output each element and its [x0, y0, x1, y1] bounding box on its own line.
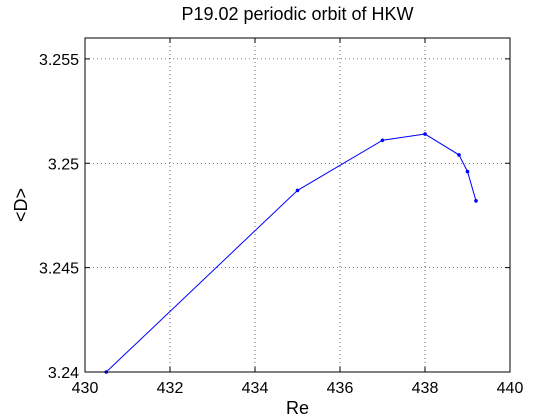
x-tick-label: 440: [497, 380, 524, 397]
grid: [85, 38, 510, 372]
x-tick-label: 436: [327, 380, 354, 397]
x-tick-label: 432: [157, 380, 184, 397]
y-axis-label: <D>: [11, 188, 31, 222]
y-tick-label: 3.25: [48, 156, 79, 173]
data-point: [474, 199, 478, 203]
x-tick-label: 438: [412, 380, 439, 397]
plot-frame: [84, 37, 511, 373]
ticks: 430 432 434 436 438 440 3.24 3.245 3.25 3.255: [39, 38, 523, 397]
x-tick-label: 434: [242, 380, 269, 397]
y-tick-label: 3.255: [39, 52, 79, 69]
x-axis-label: Re: [286, 398, 309, 418]
data-point: [295, 188, 300, 193]
x-tick-label: 430: [72, 380, 99, 397]
chart-title: P19.02 periodic orbit of HKW: [181, 4, 413, 24]
data-point: [380, 138, 385, 143]
y-tick-label: 3.24: [48, 365, 79, 382]
data-point: [423, 132, 427, 136]
y-tick-label: 3.245: [39, 261, 79, 278]
plot-area: [85, 38, 510, 372]
data-point: [465, 169, 470, 174]
data-point: [457, 153, 461, 157]
